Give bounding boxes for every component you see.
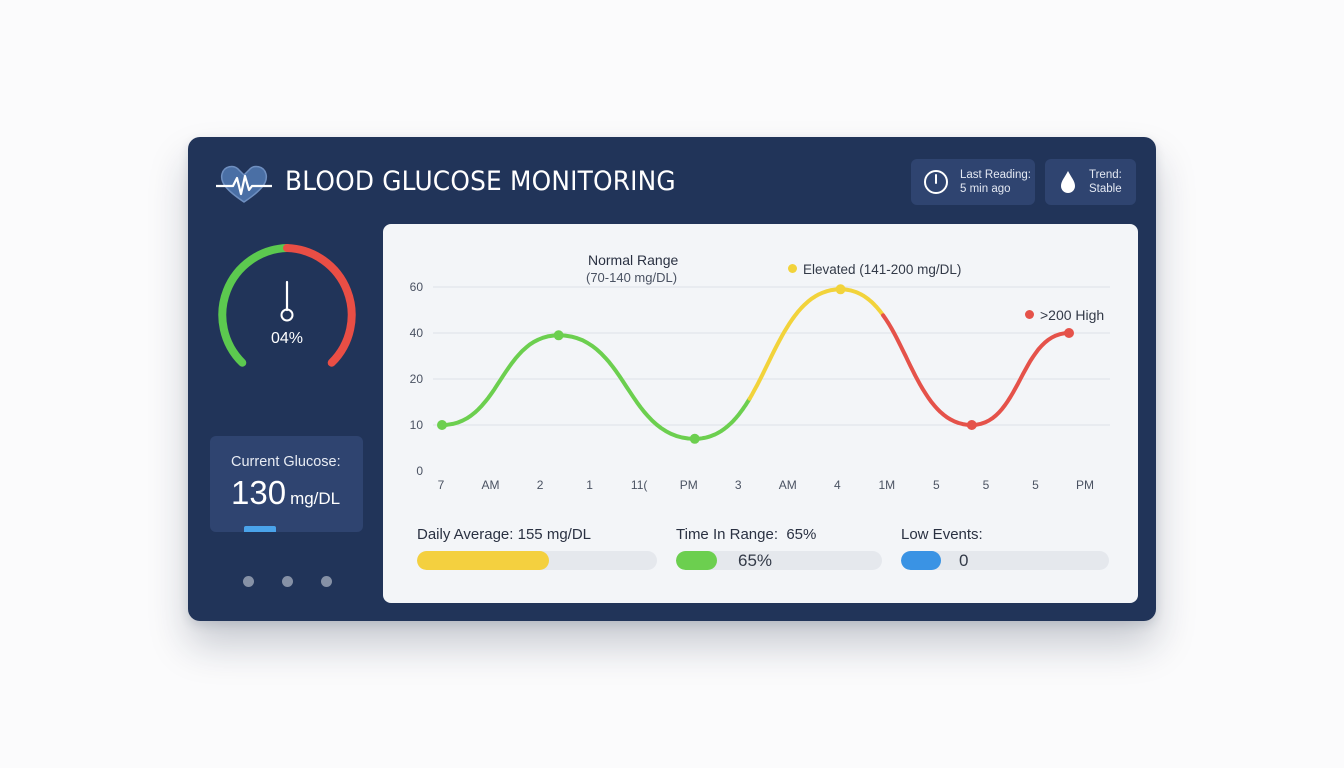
x-tick-label: 1M [879, 478, 896, 492]
x-tick-label: 7 [438, 478, 445, 492]
x-tick-label: 5 [1032, 478, 1039, 492]
data-point [437, 420, 447, 430]
pager-dot-1[interactable] [243, 576, 254, 587]
current-glucose-unit: mg/DL [290, 489, 341, 508]
trend-label: Trend: [1089, 169, 1122, 181]
last-reading-value: 5 min ago [960, 183, 1011, 195]
time-in-range: Time In Range: 65% [676, 526, 816, 543]
gauge-value: 04% [270, 330, 304, 347]
droplet-icon [1061, 171, 1075, 193]
time-in-range-value: 65% [786, 526, 817, 543]
normal-range-title: Normal Range [588, 252, 679, 268]
x-tick-label: 2 [537, 478, 544, 492]
series-line-segment [747, 287, 843, 401]
low-events-bar-text: 0 [959, 551, 969, 570]
series-line-segment [440, 333, 561, 427]
series-line-segment [881, 313, 974, 427]
time-in-range-fill [676, 551, 718, 570]
y-tick-label: 20 [410, 372, 424, 386]
y-tick-label: 0 [416, 464, 423, 478]
gauge [218, 244, 356, 367]
series-line-segment [692, 396, 752, 441]
heart-pulse-icon [216, 165, 272, 203]
series-line-segment [556, 333, 697, 441]
low-events-fill [901, 551, 941, 570]
x-tick-label: 5 [983, 478, 990, 492]
trend-value: Stable [1089, 183, 1122, 195]
gauge-hub [280, 308, 294, 322]
data-point [1064, 328, 1074, 338]
elevated-bullet [788, 264, 797, 273]
current-glucose-indicator [244, 526, 276, 532]
data-point [689, 433, 700, 444]
current-glucose-value: 130 [231, 474, 287, 511]
x-tick-label: 11( [631, 478, 647, 492]
last-reading-label: Last Reading: [960, 169, 1031, 181]
x-tick-label: AM [482, 478, 500, 492]
daily-average-bar [417, 551, 657, 570]
x-tick-label: 4 [834, 478, 841, 492]
clock-icon [924, 170, 948, 194]
time-in-range-label: Time In Range: [676, 526, 778, 543]
y-tick-label: 60 [410, 280, 424, 294]
low-events: Low Events: [901, 526, 983, 543]
elevated-annotation: Elevated (141-200 mg/DL) [788, 262, 961, 277]
time-in-range-bar [676, 551, 882, 570]
x-tick-label: PM [1076, 478, 1094, 492]
high-bullet [1025, 310, 1034, 319]
x-tick-label: 1 [586, 478, 593, 492]
glucose-chart: 60 40 20 10 0 7 AM 2 1 11( PM 3 AM 4 1M 5 5 5 PM [410, 280, 1110, 492]
gauge-arc-normal [218, 244, 291, 367]
time-in-range-bar-text: 65% [738, 551, 773, 570]
last-reading-badge: Last Reading: 5 min ago [911, 159, 1035, 205]
x-tick-label: AM [779, 478, 797, 492]
current-glucose-label: Current Glucose: [231, 454, 341, 470]
low-events-label: Low Events: [901, 526, 983, 543]
daily-average-fill [417, 551, 549, 570]
normal-range-subtitle: (70-140 mg/DL) [586, 270, 678, 285]
gauge-arc-high [283, 244, 356, 367]
data-point [966, 420, 977, 430]
series-line-segment [969, 331, 1071, 427]
x-tick-label: 3 [735, 478, 742, 492]
pager-dot-2[interactable] [282, 576, 293, 587]
current-glucose-card: Current Glucose: 130 mg/DL [210, 436, 363, 532]
daily-average-value: 155 mg/DL [517, 526, 591, 543]
high-label: >200 High [1040, 307, 1105, 323]
y-tick-label: 40 [410, 326, 424, 340]
pager-dot-3[interactable] [321, 576, 332, 587]
series-line-segment [838, 287, 886, 318]
x-tick-label: PM [680, 478, 698, 492]
data-point [835, 284, 846, 295]
current-glucose-reading: 130 mg/DL [231, 474, 340, 512]
page-title: BLOOD GLUCOSE MONITORING [285, 166, 676, 197]
low-events-bar [901, 551, 1109, 570]
elevated-label: Elevated (141-200 mg/DL) [803, 262, 962, 277]
trend-badge: Trend: Stable [1045, 159, 1136, 205]
x-tick-label: 5 [933, 478, 940, 492]
data-point [553, 330, 564, 341]
daily-average: Daily Average: 155 mg/DL [417, 526, 591, 543]
daily-average-label: Daily Average: [417, 526, 514, 543]
high-annotation: >200 High [1025, 307, 1104, 323]
y-tick-label: 10 [410, 418, 424, 432]
